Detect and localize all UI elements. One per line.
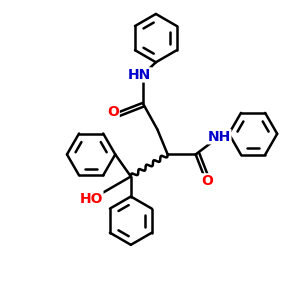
Text: NH: NH bbox=[208, 130, 231, 144]
Text: HN: HN bbox=[128, 68, 151, 82]
Text: O: O bbox=[107, 105, 119, 119]
Text: HO: HO bbox=[80, 192, 103, 206]
Text: O: O bbox=[202, 174, 213, 188]
